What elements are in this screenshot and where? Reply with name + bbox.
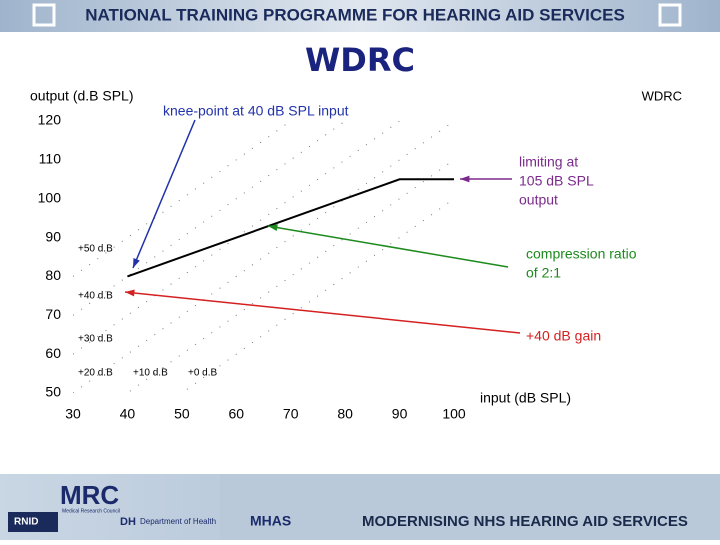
y-tick-label: 120 — [38, 112, 62, 128]
x-tick-label: 40 — [120, 406, 136, 422]
gain-label: +10 d.B — [133, 368, 168, 379]
annotation-arrow — [124, 291, 521, 334]
footer-panel — [220, 474, 720, 540]
gain-line — [73, 121, 454, 393]
y-tick-label: 90 — [45, 228, 61, 244]
y-tick-label: 80 — [45, 267, 61, 283]
gain-label: +20 d.B — [78, 368, 113, 379]
gain-label: +0 d.B — [188, 368, 218, 379]
logo-box — [8, 512, 58, 532]
arrow-head — [460, 175, 470, 183]
x-tick-label: 60 — [228, 406, 244, 422]
x-tick-label: 90 — [392, 406, 408, 422]
header-icon — [658, 3, 682, 27]
gain-label: +40 d.B — [78, 291, 113, 302]
chart-title: WDRC — [642, 88, 682, 103]
annotation: limiting at — [519, 154, 578, 170]
gain-label: +50 d.B — [78, 244, 113, 255]
footer-title: MODERNISING NHS HEARING AID SERVICES — [362, 513, 688, 530]
y-tick-label: 60 — [45, 345, 61, 361]
io-curve — [127, 178, 454, 278]
annotation-arrow — [132, 119, 196, 269]
x-tick-label: 50 — [174, 406, 190, 422]
annotation: of 2:1 — [526, 265, 561, 281]
gain-label: +30 d.B — [78, 334, 113, 345]
annotation-arrow — [267, 225, 509, 268]
annotation: knee-point at 40 dB SPL input — [163, 103, 349, 119]
y-tick-label: 50 — [45, 384, 61, 400]
x-tick-label: 30 — [65, 406, 81, 422]
y-tick-label: 100 — [38, 189, 62, 205]
logo: RNID — [14, 517, 38, 528]
header-icon — [32, 3, 56, 27]
logo: Department of Health — [140, 517, 216, 526]
annotation: +40 dB gain — [526, 328, 601, 344]
arrow-head — [133, 258, 140, 268]
annotation: output — [519, 192, 558, 208]
gain-line — [180, 198, 454, 393]
gain-line — [73, 121, 401, 355]
x-axis-label: input (dB SPL) — [480, 390, 571, 406]
logo: MRC — [60, 480, 119, 510]
gain-lines — [73, 121, 454, 393]
logo-subtext: Medical Research Council — [62, 508, 120, 514]
slide-title: WDRC — [305, 41, 415, 79]
gain-line — [126, 159, 454, 393]
annotation: compression ratio — [526, 246, 637, 262]
annotation: 105 dB SPL — [519, 173, 594, 189]
x-tick-label: 80 — [337, 406, 353, 422]
header-title: NATIONAL TRAINING PROGRAMME FOR HEARING … — [85, 5, 625, 24]
x-tick-label: 100 — [442, 406, 466, 422]
logo: MHAS — [250, 513, 291, 529]
y-axis-label: output (d.B SPL) — [30, 88, 134, 104]
arrow-head — [268, 224, 278, 231]
y-tick-label: 110 — [39, 151, 62, 167]
logo: DH — [120, 516, 136, 528]
x-tick-label: 70 — [283, 406, 299, 422]
arrow-head — [125, 289, 135, 297]
y-tick-label: 70 — [45, 306, 61, 322]
header-bar — [0, 0, 720, 32]
